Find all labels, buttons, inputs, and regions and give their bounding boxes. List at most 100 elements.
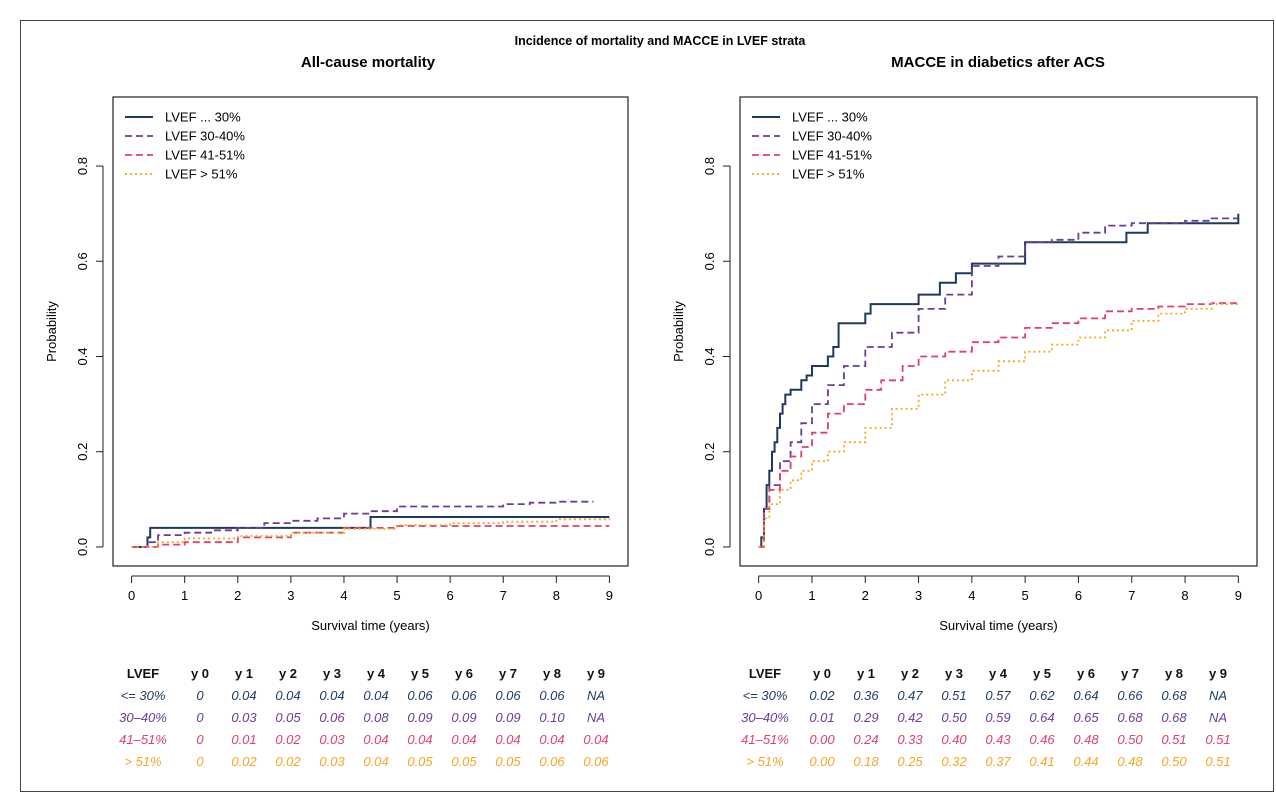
risk-value-cell: 0.06	[495, 687, 521, 703]
risk-table-header: LVEF y 0 y 1 y 2 y 3 y 4 y 5 y 6 y 7 y 8 y 9	[108, 662, 618, 684]
risk-value-cell: 0.00	[809, 753, 835, 769]
risk-value-cell: 0.59	[985, 709, 1011, 725]
legend-label: LVEF > 51%	[792, 167, 865, 182]
risk-value-cell: 0.62	[1029, 687, 1055, 703]
chart-title: MACCE in diabetics after ACS	[891, 54, 1105, 71]
series-line-2	[758, 217, 1239, 548]
y-tick-label: 0.6	[75, 252, 90, 270]
y-tick-label: 0.2	[702, 443, 717, 461]
risk-row-label: 30–40%	[119, 709, 167, 725]
x-tick-label: 3	[287, 588, 294, 603]
risk-table-header: LVEF y 0 y 1 y 2 y 3 y 4 y 5 y 6 y 7 y 8 y 9	[730, 662, 1240, 684]
series-line-4	[131, 518, 611, 548]
x-tick-label: 7	[1128, 588, 1135, 603]
y-tick-label: 0.8	[702, 157, 717, 175]
x-tick-label: 9	[606, 588, 613, 603]
risk-table-row: <= 30% 0.02 0.36 0.47 0.51 0.57 0.62 0.64 0.66 0.…	[730, 684, 1240, 706]
y-tick-label: 0.0	[75, 538, 90, 556]
risk-value-cell: 0.06	[319, 709, 345, 725]
risk-value-cell: 0.41	[1029, 753, 1055, 769]
risk-header-cell: y 5	[1032, 665, 1052, 681]
risk-row-label: > 51%	[124, 753, 162, 769]
x-tick-label: 1	[808, 588, 815, 603]
legend-label: LVEF > 51%	[165, 167, 238, 182]
x-tick-label: 2	[234, 588, 241, 603]
risk-row-label: > 51%	[746, 753, 784, 769]
risk-header-cell: y 1	[234, 665, 254, 681]
risk-value-cell: 0.01	[231, 731, 257, 747]
risk-header-cell: y 6	[1076, 665, 1096, 681]
risk-value-cell: 0.04	[363, 687, 389, 703]
y-tick-label: 0.2	[75, 443, 90, 461]
risk-header-cell: LVEF	[126, 665, 160, 681]
risk-header-cell: y 5	[410, 665, 430, 681]
risk-header-cell: y 0	[190, 665, 210, 681]
risk-value-cell: 0.09	[451, 709, 477, 725]
series-line-2	[131, 500, 594, 548]
chart-panel-1: MACCE in diabetics after ACS 0 1 2 3 4 5 6 7 8 9 Su…	[671, 54, 1258, 633]
x-axis-label: Survival time (years)	[939, 618, 1057, 633]
risk-value-cell: 0.32	[941, 753, 967, 769]
x-tick-label: 4	[340, 588, 347, 603]
x-tick-label: 6	[1075, 588, 1082, 603]
plot-area	[112, 96, 629, 567]
risk-value-cell: 0.05	[451, 753, 477, 769]
x-tick-label: 4	[968, 588, 975, 603]
risk-value-cell: 0.68	[1161, 687, 1187, 703]
x-tick-label: 1	[181, 588, 188, 603]
risk-value-cell: 0.02	[275, 731, 301, 747]
risk-row-label: <= 30%	[120, 687, 166, 703]
risk-table-row: > 51% 0.00 0.18 0.25 0.32 0.37 0.41 0.44 0.48 0.5…	[730, 750, 1240, 772]
risk-value-cell: 0.57	[985, 687, 1011, 703]
risk-header-cell: y 4	[366, 665, 386, 681]
risk-table-row: 41–51% 0 0.01 0.02 0.03 0.04 0.04 0.04 0.04 0.04 0…	[108, 728, 618, 750]
series-line-3	[758, 301, 1240, 548]
risk-value-cell: 0.01	[809, 709, 835, 725]
risk-header-cell: y 4	[988, 665, 1008, 681]
risk-value-cell: 0.24	[853, 731, 879, 747]
risk-table-row: 30–40% 0.01 0.29 0.42 0.50 0.59 0.64 0.65 0.68 0.…	[730, 706, 1240, 728]
risk-value-cell: 0.65	[1073, 709, 1099, 725]
x-tick-label: 5	[393, 588, 400, 603]
risk-value-cell: 0.50	[941, 709, 967, 725]
y-tick-label: 0.4	[702, 347, 717, 365]
risk-header-cell: y 1	[856, 665, 876, 681]
legend-label: LVEF 41-51%	[792, 148, 872, 163]
risk-table-row: > 51% 0 0.02 0.02 0.03 0.04 0.05 0.05 0.05 0.06 0.…	[108, 750, 618, 772]
risk-value-cell: 0.51	[1205, 753, 1231, 769]
y-tick-label: 0.8	[75, 157, 90, 175]
risk-header-cell: y 2	[278, 665, 298, 681]
legend-label: LVEF ... 30%	[792, 110, 868, 125]
risk-table-mortality: LVEF y 0 y 1 y 2 y 3 y 4 y 5 y 6 y 7 y 8 y 9 <= 30%…	[108, 662, 618, 772]
risk-value-cell: 0.10	[539, 709, 565, 725]
risk-value-cell: 0.00	[809, 731, 835, 747]
risk-value-cell: 0.51	[1161, 731, 1187, 747]
risk-header-cell: y 7	[1120, 665, 1140, 681]
x-tick-label: 7	[500, 588, 507, 603]
risk-row-label: <= 30%	[742, 687, 788, 703]
risk-value-cell: 0.43	[985, 731, 1011, 747]
risk-value-cell: 0.04	[451, 731, 477, 747]
risk-value-cell: 0.04	[407, 731, 433, 747]
risk-value-cell: 0.48	[1117, 753, 1143, 769]
risk-value-cell: 0.06	[539, 687, 565, 703]
risk-value-cell: 0.66	[1117, 687, 1143, 703]
legend-label: LVEF 30-40%	[792, 129, 872, 144]
x-tick-label: 8	[1181, 588, 1188, 603]
risk-value-cell: 0.46	[1029, 731, 1055, 747]
risk-table-macce: LVEF y 0 y 1 y 2 y 3 y 4 y 5 y 6 y 7 y 8 y 9 <= 30%…	[730, 662, 1240, 772]
figure-supertitle: Incidence of mortality and MACCE in LVEF…	[515, 34, 807, 48]
risk-header-cell: y 7	[498, 665, 518, 681]
x-tick-label: 5	[1022, 588, 1029, 603]
chart-title: All-cause mortality	[301, 54, 436, 71]
risk-value-cell: 0.04	[231, 687, 257, 703]
y-tick-label: 0.6	[702, 252, 717, 270]
series-line-1	[758, 213, 1240, 548]
risk-header-cell: y 6	[454, 665, 474, 681]
risk-value-cell: 0.40	[941, 731, 967, 747]
risk-value-cell: 0.03	[319, 753, 345, 769]
risk-value-cell: 0.08	[363, 709, 389, 725]
risk-value-cell: 0.05	[407, 753, 433, 769]
risk-value-cell: 0.04	[275, 687, 301, 703]
